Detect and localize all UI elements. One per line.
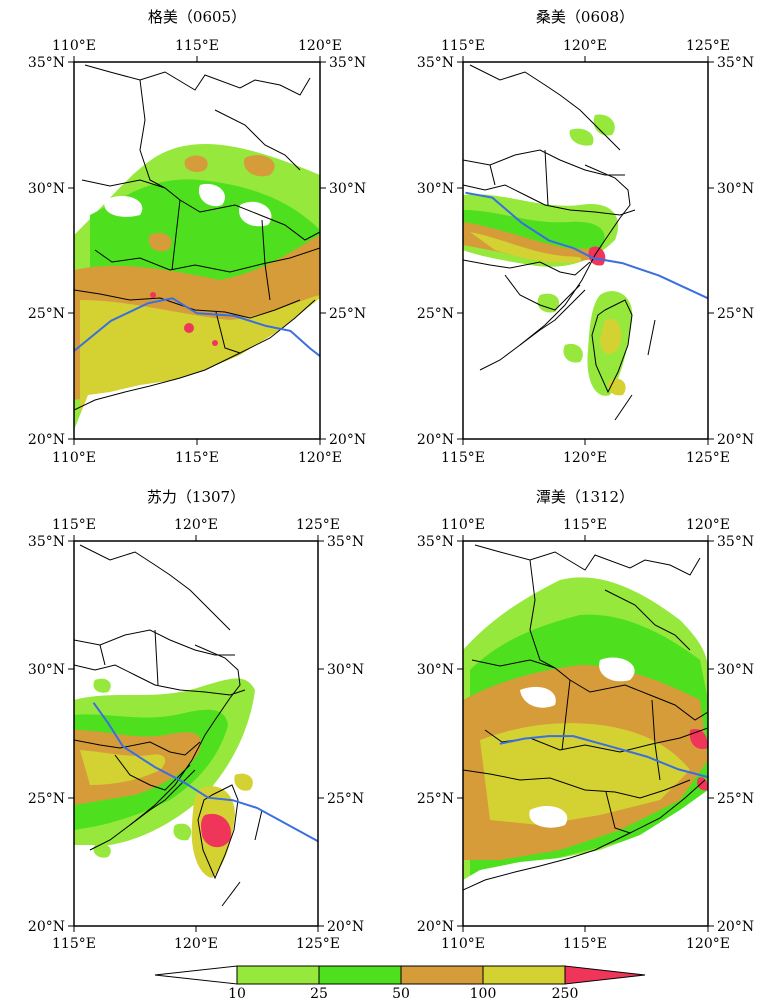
y-tick-left-3-1: 35°N	[28, 534, 65, 550]
y-tick-right-3-1: 35°N	[327, 534, 364, 550]
colorbar-segment-4	[482, 965, 566, 985]
colorbar-segment-3	[400, 965, 484, 985]
x-tick-bottom-1-1: 110°E	[52, 450, 96, 466]
y-tick-left-2-2: 30°N	[417, 181, 454, 197]
colorbar-high-arrow	[564, 965, 646, 985]
y-tick-left-3-2: 30°N	[28, 662, 65, 678]
y-tick-left-4-4: 20°N	[417, 919, 454, 935]
map-panel-4: 潭美（1312）	[417, 488, 754, 952]
typhoon-track-2	[465, 191, 709, 300]
y-tick-left-4-2: 30°N	[417, 662, 454, 678]
y-tick-right-3-3: 25°N	[327, 791, 364, 807]
x-tick-top-1-1: 110°E	[52, 38, 96, 54]
map-panel-1: 格美（0605）	[28, 8, 366, 466]
x-tick-top-1-2: 115°E	[175, 38, 219, 54]
y-tick-right-1-1: 35°N	[329, 55, 366, 71]
y-tick-right-3-2: 30°N	[327, 662, 364, 678]
colorbar-segment-2	[318, 965, 402, 985]
boundary-lines-2	[463, 64, 656, 421]
x-tick-bottom-2-1: 115°E	[441, 450, 485, 466]
y-tick-left-2-3: 25°N	[417, 306, 454, 322]
precip-colorbar: 10 25 50 100 250	[154, 965, 646, 1000]
colorbar-label-3: 50	[392, 986, 410, 1000]
y-tick-left-4-3: 25°N	[417, 791, 454, 807]
x-tick-bottom-4-1: 110°E	[441, 936, 485, 952]
y-tick-right-4-4: 20°N	[717, 919, 754, 935]
x-tick-top-2-3: 125°E	[686, 38, 730, 54]
x-tick-top-4-3: 120°E	[686, 517, 730, 533]
colorbar-label-1: 10	[228, 986, 246, 1000]
x-tick-top-2-1: 115°E	[441, 38, 485, 54]
colorbar-low-arrow	[154, 965, 238, 985]
precip-field-1	[74, 144, 320, 439]
colorbar-label-2: 25	[310, 986, 328, 1000]
colorbar-label-4: 100	[470, 986, 497, 1000]
x-tick-bottom-2-3: 125°E	[686, 450, 730, 466]
typhoon-track-4	[499, 735, 709, 779]
typhoon-track-1	[73, 297, 321, 357]
colorbar-segment-1	[236, 965, 320, 985]
panel-title-3: 苏力（1307）	[147, 488, 245, 506]
y-tick-right-3-4: 20°N	[327, 919, 364, 935]
x-tick-bottom-3-1: 115°E	[52, 936, 96, 952]
boundary-lines-3	[74, 544, 263, 907]
panel-title-1: 格美（0605）	[148, 8, 246, 26]
y-tick-left-3-3: 25°N	[28, 791, 65, 807]
y-tick-right-1-4: 20°N	[329, 432, 366, 448]
precip-field-3	[74, 678, 255, 878]
map-panel-3: 苏力（1307）	[28, 488, 364, 952]
y-tick-left-1-2: 30°N	[28, 181, 65, 197]
x-tick-top-3-2: 120°E	[174, 517, 218, 533]
y-tick-right-4-3: 25°N	[717, 791, 754, 807]
x-tick-top-4-1: 110°E	[441, 517, 485, 533]
x-tick-bottom-3-3: 125°E	[296, 936, 340, 952]
x-tick-top-4-2: 115°E	[563, 517, 607, 533]
panel-title-2: 桑美（0608）	[536, 8, 634, 26]
y-tick-left-1-3: 25°N	[28, 306, 65, 322]
typhoon-track-3	[92, 702, 319, 843]
y-tick-left-1-1: 35°N	[28, 55, 65, 71]
y-tick-left-3-4: 20°N	[28, 919, 65, 935]
x-tick-bottom-2-2: 120°E	[563, 450, 607, 466]
y-tick-left-4-1: 35°N	[417, 534, 454, 550]
y-tick-left-1-4: 20°N	[28, 432, 65, 448]
x-tick-top-3-3: 125°E	[296, 517, 340, 533]
y-tick-right-1-3: 25°N	[329, 306, 366, 322]
map-panel-2: 桑美（0608）	[417, 8, 754, 466]
x-tick-bottom-4-2: 115°E	[563, 936, 607, 952]
x-tick-bottom-1-2: 115°E	[175, 450, 219, 466]
panel-title-4: 潭美（1312）	[536, 488, 634, 506]
precip-field-2	[463, 114, 633, 396]
y-tick-left-2-1: 35°N	[417, 55, 454, 71]
precip-field-4	[463, 577, 708, 926]
x-tick-bottom-4-3: 120°E	[686, 936, 730, 952]
boundary-lines-1	[74, 64, 320, 411]
x-tick-bottom-1-3: 120°E	[298, 450, 342, 466]
x-tick-top-1-3: 120°E	[298, 38, 342, 54]
y-tick-right-2-4: 20°N	[717, 432, 754, 448]
colorbar-label-5: 250	[552, 986, 579, 1000]
y-tick-right-4-2: 30°N	[717, 662, 754, 678]
x-tick-top-3-1: 115°E	[52, 517, 96, 533]
y-tick-right-4-1: 35°N	[717, 534, 754, 550]
x-tick-bottom-3-2: 120°E	[174, 936, 218, 952]
y-tick-right-2-3: 25°N	[717, 306, 754, 322]
y-tick-right-2-1: 35°N	[717, 55, 754, 71]
y-tick-right-2-2: 30°N	[717, 181, 754, 197]
x-tick-top-2-2: 120°E	[563, 38, 607, 54]
y-tick-left-2-4: 20°N	[417, 432, 454, 448]
y-tick-right-1-2: 30°N	[329, 181, 366, 197]
